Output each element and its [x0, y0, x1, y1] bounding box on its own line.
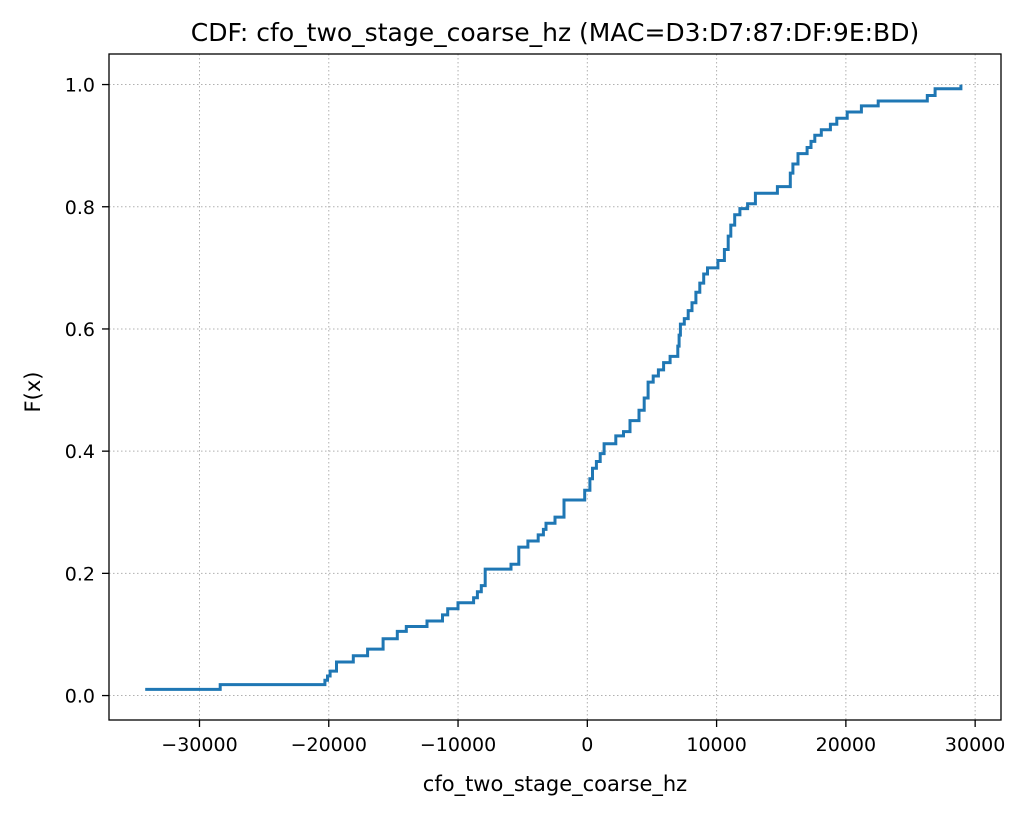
axes-frame — [108, 53, 1002, 721]
x-axis: −30000 −20000 −10000 0 10000 20000 30000 — [161, 720, 1005, 756]
y-tick-label: 0.8 — [65, 197, 95, 219]
y-tick-label: 0.0 — [65, 686, 95, 708]
x-axis-label: cfo_two_stage_coarse_hz — [423, 772, 687, 797]
cdf-series-line — [145, 84, 963, 691]
x-tick-label: 10000 — [686, 734, 746, 756]
y-tick-label: 0.4 — [65, 441, 95, 463]
y-tick-label: 1.0 — [65, 75, 95, 97]
plot-area — [145, 84, 963, 691]
x-tick-label: −10000 — [420, 734, 496, 756]
grid-lines — [109, 54, 1001, 720]
y-tick-label: 0.6 — [65, 319, 95, 341]
y-tick-label: 0.2 — [65, 563, 95, 585]
y-axis: 0.0 0.2 0.4 0.6 0.8 1.0 — [65, 75, 109, 708]
x-tick-label: 20000 — [816, 734, 876, 756]
y-axis-label: F(x) — [21, 372, 45, 413]
x-tick-label: 0 — [581, 734, 593, 756]
x-tick-label: 30000 — [945, 734, 1005, 756]
chart-title: CDF: cfo_two_stage_coarse_hz (MAC=D3:D7:… — [191, 18, 919, 47]
x-tick-label: −20000 — [291, 734, 367, 756]
x-tick-label: −30000 — [161, 734, 237, 756]
